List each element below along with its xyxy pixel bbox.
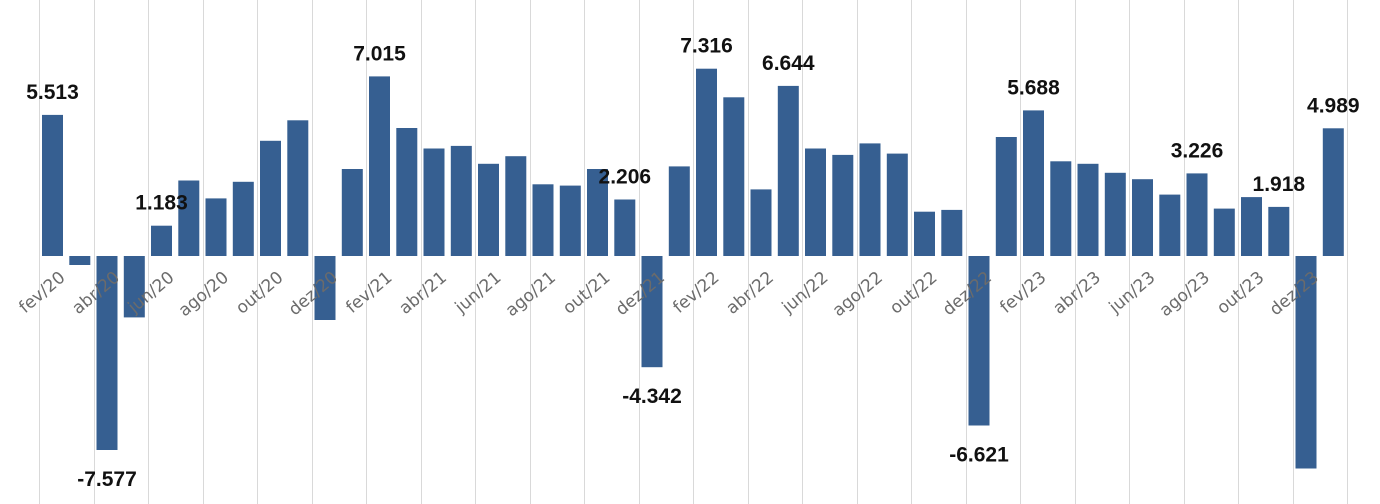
bar-fev-22 [696, 68, 717, 256]
x-tick-label: out/22 [886, 268, 941, 319]
bar-jan-23 [995, 137, 1017, 256]
bar-out-21 [587, 169, 608, 256]
data-label: 7.015 [353, 42, 406, 65]
x-tick-label: abr/22 [723, 268, 778, 319]
bars [42, 68, 1344, 469]
bar-mar-21 [396, 128, 418, 256]
x-tick-label: fev/20 [15, 268, 69, 318]
bar-out-20 [260, 140, 281, 256]
bar-mar-22 [723, 97, 745, 256]
x-tick-label: abr/23 [1050, 268, 1105, 319]
data-label: 1.918 [1253, 173, 1306, 196]
bar-ago-20 [205, 198, 227, 256]
bar-ago-23 [1186, 173, 1208, 256]
bar-jun-23 [1132, 179, 1153, 256]
x-tick-label: abr/21 [396, 268, 451, 319]
data-label: 1.183 [135, 192, 188, 215]
bar-jul-22 [832, 154, 854, 256]
data-label: 3.226 [1171, 139, 1224, 162]
bar-out-22 [914, 211, 935, 256]
bar-jun-20 [151, 225, 172, 256]
x-tick-label: out/21 [559, 268, 614, 319]
bar-jul-23 [1159, 194, 1181, 256]
bar-dez-22 [968, 256, 990, 426]
bar-abr-22 [750, 189, 772, 256]
bar-mai-22 [777, 85, 799, 257]
bar-mar-20 [69, 256, 91, 265]
bar-set-20 [232, 181, 254, 256]
gridlines [39, 0, 1348, 504]
bar-dez-20 [314, 256, 336, 320]
data-label: 6.644 [762, 52, 815, 75]
bar-set-22 [886, 153, 908, 256]
data-label: 5.688 [1007, 76, 1060, 99]
bar-abr-23 [1077, 163, 1099, 256]
bar-mai-20 [123, 256, 145, 318]
bar-jan-24 [1322, 128, 1344, 256]
bar-dez-23 [1295, 256, 1317, 469]
bar-dez-21 [641, 256, 663, 368]
x-tick-label: out/23 [1213, 268, 1268, 319]
x-tick-label: out/20 [232, 268, 287, 319]
x-tick-label: fev/22 [669, 268, 723, 318]
x-tick-label: jun/22 [778, 268, 833, 318]
bar-fev-20 [42, 114, 63, 257]
bar-abr-21 [423, 148, 445, 256]
bar-jul-21 [505, 156, 527, 256]
bar-set-21 [559, 185, 581, 256]
data-label: 4.989 [1307, 94, 1360, 117]
bar-fev-21 [369, 76, 390, 257]
bar-abr-20 [96, 256, 118, 450]
x-tick-label: jun/23 [1105, 268, 1160, 318]
bar-jun-22 [805, 148, 826, 256]
bar-nov-22 [941, 209, 963, 256]
bar-jun-21 [478, 163, 499, 256]
data-label: 2.206 [599, 166, 652, 189]
data-labels: 5.513 -7.577 1.183 7.015 2.206 -4.342 7.316 6.6… [26, 35, 1359, 491]
x-tick-label: fev/21 [342, 268, 396, 318]
bar-jul-20 [178, 180, 200, 256]
bar-nov-23 [1268, 206, 1290, 256]
bar-nov-20 [287, 120, 309, 256]
bar-ago-21 [532, 184, 554, 256]
x-tick-label: fev/23 [996, 268, 1050, 318]
x-tick-label: jun/21 [451, 268, 506, 318]
bar-set-23 [1213, 208, 1235, 256]
data-label: 7.316 [680, 35, 733, 58]
data-label: 5.513 [26, 81, 79, 104]
bar-fev-23 [1023, 110, 1044, 257]
bar-mai-23 [1104, 172, 1126, 256]
data-label: -6.621 [949, 444, 1009, 467]
data-label: -4.342 [622, 385, 682, 408]
bar-jan-21 [341, 169, 363, 256]
data-label: -7.577 [77, 468, 137, 491]
bar-mai-21 [450, 145, 472, 256]
bar-nov-21 [614, 199, 636, 256]
bar-ago-22 [859, 143, 881, 256]
bar-mar-23 [1050, 161, 1072, 256]
bar-out-23 [1241, 197, 1262, 256]
bar-jan-22 [668, 166, 690, 256]
